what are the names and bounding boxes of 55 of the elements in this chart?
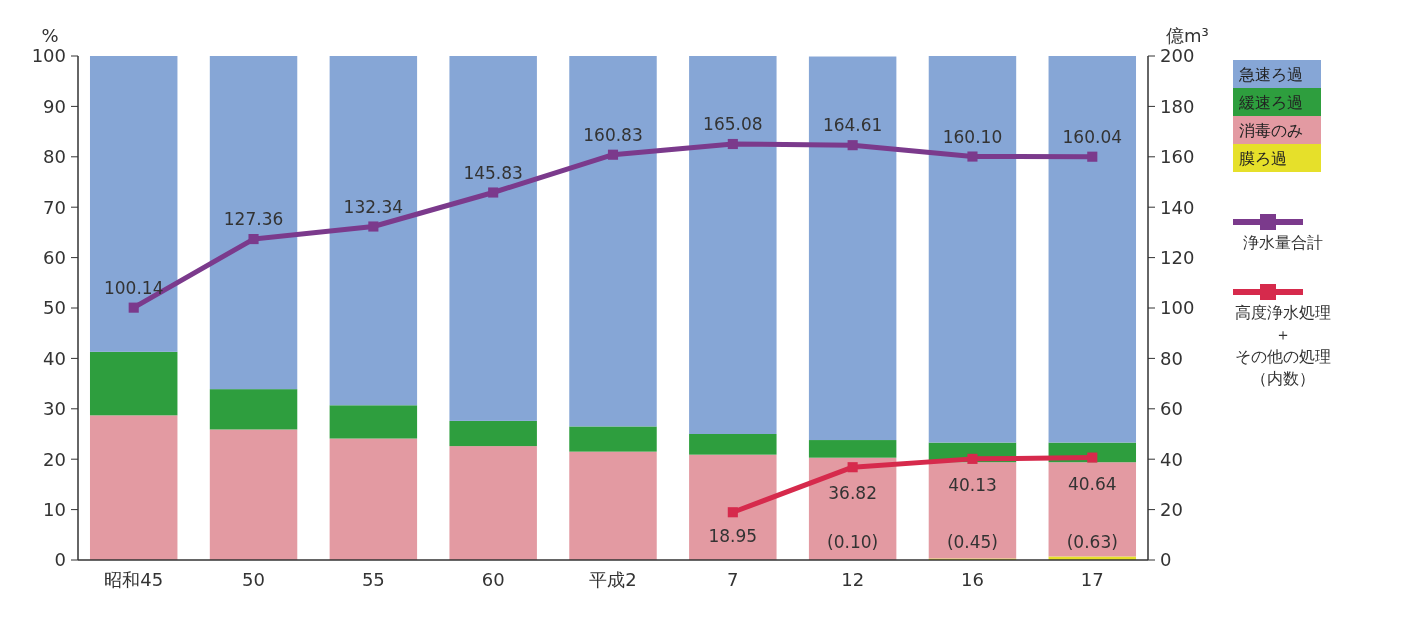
x-tick-label: 平成2 bbox=[589, 569, 637, 590]
y-tick-label: 40 bbox=[43, 347, 66, 369]
x-tick-label: 55 bbox=[361, 569, 385, 590]
text: 膜ろ過 bbox=[1239, 149, 1287, 168]
x-tick-label: 17 bbox=[1080, 569, 1104, 590]
x-tick-label: 昭和45 bbox=[104, 569, 164, 590]
data-label: 165.08 bbox=[703, 114, 763, 134]
y-tick-label: 60 bbox=[43, 246, 66, 268]
annotation: (0.63) bbox=[1066, 532, 1118, 552]
data-label: 160.04 bbox=[1062, 126, 1123, 147]
y-tick-label: 20 bbox=[43, 448, 66, 470]
x-tick-label: 12 bbox=[841, 569, 865, 590]
y-tick-label: 80 bbox=[43, 146, 66, 168]
y2-tick-label: 80 bbox=[1160, 347, 1183, 369]
y2-tick-label: 60 bbox=[1160, 398, 1183, 420]
data-label: 145.83 bbox=[463, 162, 523, 183]
text: 緩速ろ過 bbox=[1238, 93, 1303, 112]
x-tick-label: 50 bbox=[242, 569, 265, 590]
y2-tick-label: 120 bbox=[1160, 246, 1195, 268]
y2-tick-label: 40 bbox=[1160, 448, 1183, 470]
legend-label: 高度浄水処理＋その他の処理（内数） bbox=[1235, 303, 1331, 388]
y2-tick-label: 200 bbox=[1160, 45, 1195, 67]
data-label: 40.64 bbox=[1067, 473, 1117, 494]
y-axis-title: % bbox=[41, 25, 59, 46]
y-tick-label: 0 bbox=[54, 549, 66, 571]
y-tick-label: 30 bbox=[43, 398, 66, 420]
x-tick-label: 60 bbox=[481, 569, 505, 590]
data-label: 164.61 bbox=[822, 115, 883, 136]
data-label: 36.82 bbox=[828, 483, 877, 504]
y2-axis-title: 億m³ bbox=[1166, 25, 1209, 46]
x-tick-label: 7 bbox=[727, 569, 739, 590]
data-label: 132.34 bbox=[343, 196, 404, 217]
data-label: 18.95 bbox=[708, 526, 758, 547]
y2-tick-label: 0 bbox=[1160, 549, 1172, 571]
y2-tick-label: 100 bbox=[1160, 297, 1195, 319]
data-label: 160.83 bbox=[583, 124, 643, 145]
legend-label: 浄水量合計 bbox=[1243, 233, 1323, 252]
data-label: 160.10 bbox=[942, 126, 1003, 147]
y2-tick-label: 160 bbox=[1160, 146, 1195, 168]
y-tick-label: 50 bbox=[43, 297, 66, 319]
text: 急速ろ過 bbox=[1238, 65, 1303, 84]
y2-tick-label: 20 bbox=[1160, 498, 1183, 520]
y2-tick-label: 140 bbox=[1160, 196, 1195, 218]
y-tick-label: 70 bbox=[43, 196, 66, 218]
annotation: (0.10) bbox=[827, 532, 879, 552]
text: 消毒のみ bbox=[1239, 121, 1303, 140]
data-label: 127.36 bbox=[223, 209, 284, 230]
y2-tick-label: 180 bbox=[1160, 95, 1195, 117]
y-tick-label: 10 bbox=[43, 498, 66, 520]
data-label: 100.14 bbox=[103, 277, 164, 298]
x-tick-label: 16 bbox=[961, 569, 984, 590]
data-label: 40.13 bbox=[948, 474, 997, 495]
y-tick-label: 100 bbox=[31, 45, 66, 67]
annotation: (0.45) bbox=[946, 532, 999, 552]
y-tick-label: 90 bbox=[43, 95, 66, 117]
